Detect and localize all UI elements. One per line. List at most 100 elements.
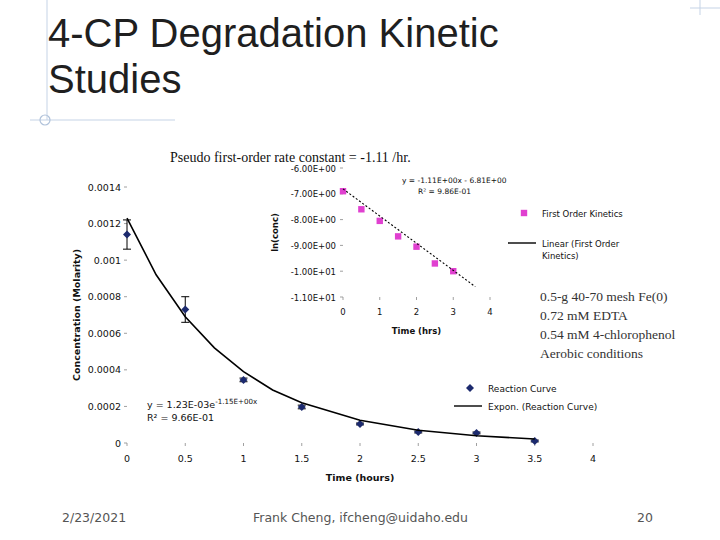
- x-tick: [301, 443, 302, 446]
- y-tick: [124, 187, 127, 188]
- y-tick-label: -1.00E+01: [291, 267, 336, 277]
- point: [123, 231, 131, 239]
- legend-label-line: Reaction Curve: [488, 384, 557, 394]
- y-tick: [124, 369, 127, 370]
- x-tick-label: 0: [340, 307, 345, 317]
- x-tick: [418, 443, 419, 446]
- x-tick-label: 3.5: [527, 453, 542, 464]
- x-axis-label: Time (hrs): [392, 326, 441, 336]
- x-tick-label: 2.5: [411, 453, 426, 464]
- y-axis-label: Concentration (Molarity): [71, 249, 82, 381]
- x-tick-label: 2: [357, 453, 363, 464]
- y-tick: [340, 297, 343, 298]
- footer-date: 2/23/2021: [62, 510, 126, 525]
- plot-area: [123, 218, 539, 445]
- x-tick-label: 2: [414, 307, 419, 317]
- equation: y = -1.11E+00x - 6.81E+00: [402, 176, 507, 185]
- x-tick: [593, 443, 594, 446]
- x-tick-label: 3: [451, 307, 456, 317]
- x-tick-label: 1: [377, 307, 382, 317]
- note: 0.54 mM 4-chlorophenol: [540, 327, 676, 342]
- x-tick-label: 4: [590, 453, 596, 464]
- note: Aerobic conditions: [540, 346, 643, 361]
- slide: 4-CP Degradation Kinetic Studies Pseudo …: [0, 0, 720, 540]
- error-bar: [181, 297, 189, 323]
- note: 0.5-g 40-70 mesh Fe(0): [540, 289, 667, 304]
- point: [377, 218, 383, 224]
- x-tick: [416, 297, 417, 300]
- r-squared: R² = 9.86E-01: [418, 187, 471, 196]
- legend-label-line: Linear (First Order: [542, 239, 620, 249]
- x-tick-label: 0.5: [178, 453, 193, 464]
- point: [358, 206, 364, 212]
- x-tick-label: 1: [240, 453, 246, 464]
- x-tick: [185, 443, 186, 446]
- legend-swatch: [508, 242, 536, 243]
- error-cap: [181, 322, 189, 323]
- template-decoration: [30, 0, 720, 125]
- x-tick: [243, 443, 244, 446]
- y-tick-label: 0.0006: [88, 328, 121, 339]
- y-tick-label: -9.00E+00: [291, 241, 336, 251]
- y-tick-label: -6.00E+00: [291, 164, 336, 174]
- decor-line: [690, 8, 720, 9]
- x-axis-label: Time (hours): [326, 472, 394, 483]
- x-tick: [490, 297, 491, 300]
- y-tick-label: 0.0002: [88, 401, 121, 412]
- x-tick-label: 3: [473, 453, 479, 464]
- y-tick-label: 0.001: [94, 255, 121, 266]
- y-tick-label: 0.0008: [88, 291, 121, 302]
- legend: Reaction Curve Expon. (Reaction Curve): [454, 384, 597, 412]
- y-tick-label: -8.00E+00: [291, 215, 336, 225]
- y-tick: [340, 245, 343, 246]
- y-tick: [340, 219, 343, 220]
- x-tick: [127, 443, 128, 446]
- y-tick: [340, 168, 343, 169]
- y-tick-label: -7.00E+00: [291, 189, 336, 199]
- y-tick: [124, 406, 127, 407]
- decor-line: [30, 120, 175, 121]
- legend-label: First Order Kinetics: [542, 209, 623, 219]
- legend-swatch: [466, 384, 474, 392]
- point: [240, 376, 248, 384]
- slide-title: 4-CP Degradation Kinetic Studies: [48, 10, 608, 102]
- y-tick-label: 0.0014: [88, 182, 121, 193]
- x-tick-label: 4: [487, 307, 492, 317]
- y-axis-label: ln(conc): [270, 213, 280, 252]
- y-tick: [124, 296, 127, 297]
- legend-label: Expon. (Reaction Curve): [488, 402, 597, 412]
- decor-circle: [40, 115, 50, 125]
- y-tick: [124, 443, 127, 444]
- y-tick: [124, 260, 127, 261]
- chart: -1.10E+01 -1.00E+01 -9.00E+00 -8.00E+00 -7.0…: [270, 164, 623, 337]
- x-tick: [379, 297, 380, 300]
- fit-line: [343, 189, 475, 287]
- equation-base: y = 1.23E-03e: [147, 399, 215, 410]
- point: [395, 233, 401, 239]
- plot-area: [340, 188, 476, 287]
- equation: y = 1.23E-03e-1.15E+00x: [147, 397, 257, 410]
- y-tick: [340, 271, 343, 272]
- fit-line: [127, 218, 535, 439]
- legend-swatch: [521, 210, 527, 216]
- legend-swatch: [454, 405, 482, 406]
- chart: 00.00020.00040.00060.00080.0010.00120.00…: [71, 182, 597, 484]
- y-tick-label: 0.0012: [88, 218, 121, 229]
- slide-canvas: Pseudo first-order rate constant = -1.11…: [0, 0, 720, 540]
- error-cap: [123, 249, 131, 250]
- point: [432, 260, 438, 266]
- y-tick-label: 0: [115, 438, 121, 449]
- point: [450, 268, 456, 274]
- footer-page: 20: [637, 510, 653, 525]
- legend-label: Linear (First OrderKinetics): [542, 239, 620, 261]
- x-tick-label: 1.5: [294, 453, 309, 464]
- x-tick-label: 0: [124, 453, 130, 464]
- y-tick-label: -1.10E+01: [291, 293, 336, 303]
- x-tick: [453, 297, 454, 300]
- y-tick: [124, 333, 127, 334]
- x-tick: [360, 443, 361, 446]
- legend-label: Reaction Curve: [488, 384, 557, 394]
- legend: First Order Kinetics Linear (First OrderK…: [508, 209, 623, 261]
- x-tick: [343, 297, 344, 300]
- note: 0.72 mM EDTA: [540, 308, 628, 323]
